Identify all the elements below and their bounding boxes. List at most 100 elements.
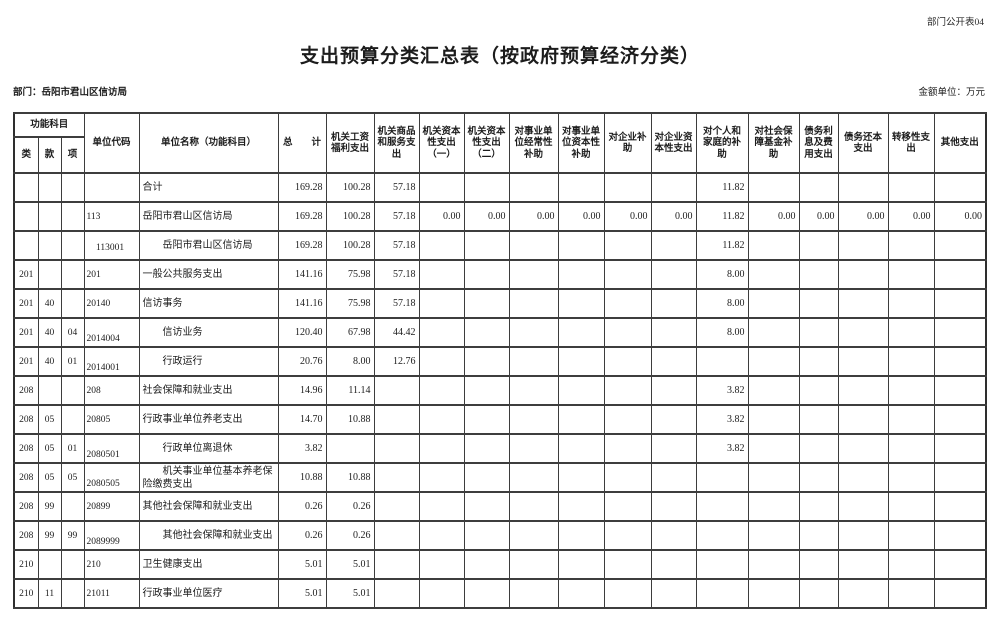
cell-amount <box>463 549 510 580</box>
cell-amount <box>418 346 465 377</box>
cell-func-class: 208 <box>13 404 39 435</box>
cell-amount <box>557 462 605 493</box>
cell-amount: 100.28 <box>325 172 375 203</box>
cell-amount <box>747 172 800 203</box>
header-social-security-fund: 对社会保障基金补助 <box>747 112 800 174</box>
cell-amount <box>798 549 839 580</box>
table-row: 210 210 卫生健康支出 5.01 5.01 <box>13 549 987 580</box>
cell-amount <box>418 578 465 609</box>
budget-table: 功能科目 单位代码 单位名称（功能科目） 总 计 机关工资福利支出 机关商品和服… <box>13 112 988 609</box>
cell-unit-name: 行政单位离退休 <box>138 433 279 464</box>
cell-unit-code: 2080501 <box>83 433 140 464</box>
cell-amount <box>650 491 697 522</box>
cell-amount: 3.82 <box>695 433 749 464</box>
cell-amount <box>418 520 465 551</box>
cell-amount <box>837 404 889 435</box>
cell-amount <box>508 549 559 580</box>
cell-func-section: 11 <box>37 578 62 609</box>
cell-amount: 8.00 <box>325 346 375 377</box>
cell-amount <box>508 259 559 290</box>
cell-amount <box>887 375 935 406</box>
cell-amount <box>557 317 605 348</box>
header-capital-1: 机关资本性支出（一） <box>418 112 465 174</box>
cell-func-item: 05 <box>60 462 85 493</box>
cell-amount <box>650 520 697 551</box>
meta-row: 部门：岳阳市君山区信访局 金额单位：万元 <box>13 84 985 98</box>
cell-amount <box>747 520 800 551</box>
cell-amount <box>463 578 510 609</box>
table-row: 201 201 一般公共服务支出 141.16 75.98 57.18 8.00 <box>13 259 987 290</box>
cell-amount <box>798 491 839 522</box>
cell-amount <box>508 404 559 435</box>
cell-func-section <box>37 230 62 261</box>
cell-unit-name: 信访业务 <box>138 317 279 348</box>
cell-amount <box>933 404 987 435</box>
doc-code: 部门公开表04 <box>926 18 984 28</box>
cell-amount <box>695 578 749 609</box>
table-body: 合计 169.28 100.28 57.18 11.82 113 岳阳市君山区信访局 169.… <box>13 172 987 609</box>
cell-amount <box>798 578 839 609</box>
cell-amount <box>798 288 839 319</box>
cell-amount <box>933 462 987 493</box>
cell-amount <box>557 549 605 580</box>
cell-amount <box>463 346 510 377</box>
cell-unit-code: 2014004 <box>83 317 140 348</box>
cell-amount <box>798 230 839 261</box>
cell-func-class: 208 <box>13 375 39 406</box>
header-institution-capital: 对事业单位资本性补助 <box>557 112 605 174</box>
cell-amount <box>557 259 605 290</box>
header-unit-name: 单位名称（功能科目） <box>138 112 279 174</box>
cell-amount <box>463 404 510 435</box>
cell-amount: 100.28 <box>325 230 375 261</box>
cell-amount: 20.76 <box>277 346 327 377</box>
cell-unit-code: 201 <box>83 259 140 290</box>
cell-amount: 0.26 <box>325 491 375 522</box>
header-func-section: 款 <box>37 136 62 174</box>
cell-amount: 8.00 <box>695 288 749 319</box>
cell-amount <box>837 462 889 493</box>
table-row: 113 岳阳市君山区信访局 169.28 100.28 57.18 0.00 0.00 0.0… <box>13 201 987 232</box>
header-total: 总 计 <box>277 112 327 174</box>
cell-amount: 57.18 <box>373 201 420 232</box>
cell-amount <box>418 433 465 464</box>
cell-unit-code: 20899 <box>83 491 140 522</box>
cell-unit-name: 社会保障和就业支出 <box>138 375 279 406</box>
cell-amount: 5.01 <box>325 549 375 580</box>
cell-amount <box>508 317 559 348</box>
cell-amount: 57.18 <box>373 172 420 203</box>
cell-amount <box>508 288 559 319</box>
table-row: 210 11 21011 行政事业单位医疗 5.01 5.01 <box>13 578 987 609</box>
cell-amount: 0.26 <box>277 520 327 551</box>
cell-unit-code: 113 <box>83 201 140 232</box>
cell-amount <box>603 259 652 290</box>
cell-amount <box>373 520 420 551</box>
cell-amount <box>603 578 652 609</box>
cell-amount: 10.88 <box>325 462 375 493</box>
cell-amount <box>603 288 652 319</box>
cell-amount <box>933 288 987 319</box>
cell-func-section <box>37 259 62 290</box>
cell-amount <box>508 230 559 261</box>
cell-amount <box>837 433 889 464</box>
cell-amount <box>418 259 465 290</box>
table-row: 208 05 20805 行政事业单位养老支出 14.70 10.88 3.82 <box>13 404 987 435</box>
cell-func-item <box>60 288 85 319</box>
cell-amount <box>373 549 420 580</box>
cell-amount: 67.98 <box>325 317 375 348</box>
cell-amount: 0.00 <box>557 201 605 232</box>
cell-amount: 11.82 <box>695 201 749 232</box>
cell-amount: 14.96 <box>277 375 327 406</box>
cell-amount <box>463 491 510 522</box>
table-row: 208 05 05 2080505 机关事业单位基本养老保险缴费支出 10.88 10.8… <box>13 462 987 493</box>
cell-amount <box>837 375 889 406</box>
cell-func-item <box>60 375 85 406</box>
cell-amount <box>557 491 605 522</box>
cell-amount <box>887 491 935 522</box>
cell-amount: 10.88 <box>277 462 327 493</box>
cell-amount <box>887 520 935 551</box>
cell-unit-code <box>83 172 140 203</box>
cell-amount <box>837 578 889 609</box>
table-row: 201 40 20140 信访事务 141.16 75.98 57.18 8.00 <box>13 288 987 319</box>
cell-amount <box>837 230 889 261</box>
cell-unit-name: 其他社会保障和就业支出 <box>138 520 279 551</box>
